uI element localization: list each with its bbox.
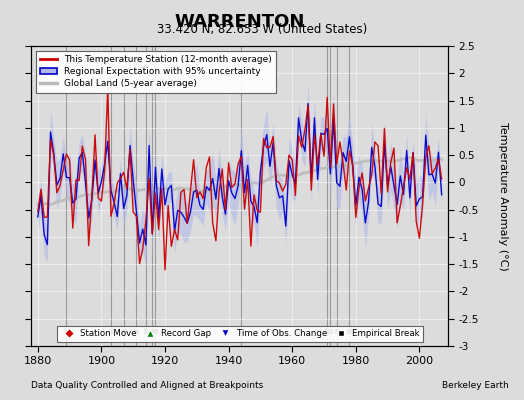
Text: Berkeley Earth: Berkeley Earth (442, 381, 508, 390)
Title: WARRENTON: WARRENTON (174, 12, 305, 30)
Legend: Station Move, Record Gap, Time of Obs. Change, Empirical Break: Station Move, Record Gap, Time of Obs. C… (57, 326, 423, 342)
Text: 33.420 N, 82.653 W (United States): 33.420 N, 82.653 W (United States) (157, 24, 367, 36)
Y-axis label: Temperature Anomaly (°C): Temperature Anomaly (°C) (498, 122, 508, 270)
Text: Data Quality Controlled and Aligned at Breakpoints: Data Quality Controlled and Aligned at B… (31, 381, 264, 390)
